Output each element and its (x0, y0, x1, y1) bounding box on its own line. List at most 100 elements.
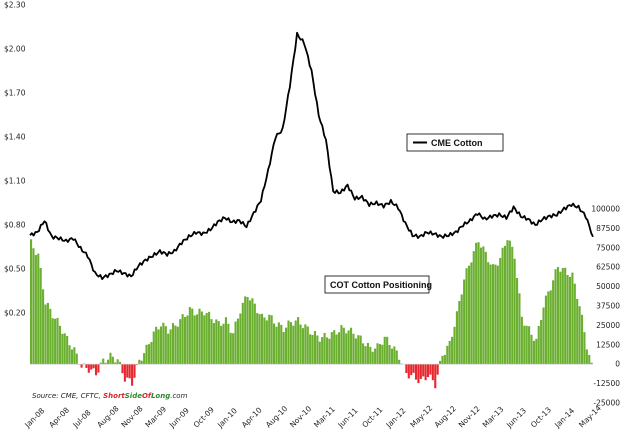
cot-bar (318, 341, 321, 365)
x-axis-tick-label: Oct-11 (360, 405, 384, 429)
cot-bar (357, 335, 360, 365)
cot-bar (455, 311, 458, 365)
x-axis-tick-label: Jan-14 (552, 406, 576, 430)
cot-bar (578, 306, 581, 365)
cot-bar (85, 364, 88, 368)
cot-bar (583, 332, 586, 365)
cot-bar (580, 314, 584, 365)
cot-bar (436, 364, 439, 375)
left-axis-tick-label: $2.00 (4, 45, 26, 54)
x-axis-tick-label: Mar-11 (312, 405, 337, 430)
cot-bar (475, 242, 478, 365)
cot-bar (58, 325, 61, 365)
cot-bar (463, 279, 466, 365)
cot-bar (337, 332, 341, 365)
cot-bar (220, 325, 223, 365)
x-axis-tick-label: Mar-09 (143, 405, 168, 430)
cot-bar (193, 315, 196, 365)
cot-bar (559, 271, 562, 365)
cot-bar (37, 253, 40, 365)
cot-bar (321, 337, 324, 365)
cot-bar (294, 320, 297, 365)
cot-bar (198, 308, 201, 365)
x-axis-tick-label: Mar-13 (481, 405, 506, 430)
cot-bar (528, 326, 531, 365)
cot-bar (73, 347, 76, 365)
cot-bar (63, 333, 66, 365)
cot-bar (131, 364, 134, 386)
cot-bar (268, 314, 271, 365)
cot-bar (164, 326, 167, 365)
cot-bar (167, 333, 170, 365)
cot-bar (588, 354, 591, 365)
cot-bar (590, 362, 593, 365)
cot-bar (152, 331, 155, 365)
cot-bar (227, 323, 230, 365)
cot-bar (61, 333, 64, 365)
cot-bar (232, 333, 235, 365)
cot-bar (376, 343, 379, 365)
cot-bar (439, 360, 442, 365)
x-axis-tick-label: May-12 (408, 403, 434, 429)
cot-bar (299, 324, 302, 365)
cot-bar (140, 360, 143, 365)
cot-bar (90, 364, 93, 370)
cot-bar (102, 358, 105, 365)
cot-bar (239, 313, 242, 365)
cot-bar (359, 335, 362, 365)
cot-bar (196, 314, 199, 365)
legend-cot-positioning-box (324, 275, 430, 294)
cot-bar (186, 315, 189, 365)
x-axis-tick-label: Jun-13 (504, 406, 528, 430)
source-brand-short: Short (103, 392, 125, 400)
x-axis-tick-label: Jun-11 (335, 406, 359, 430)
cot-bar (99, 362, 102, 365)
cot-bar (97, 364, 100, 373)
cot-bar (260, 313, 264, 365)
x-axis-tick-label: Oct-09 (192, 405, 216, 429)
cot-bar (446, 345, 449, 365)
cot-bar (573, 283, 576, 365)
x-axis-tick-label: Jan-08 (22, 406, 46, 430)
cot-bar (138, 359, 141, 365)
cot-bar (412, 364, 415, 373)
cot-bar (150, 342, 153, 365)
cot-bar (82, 363, 86, 365)
cot-bar (537, 326, 540, 365)
cot-bar (511, 246, 514, 365)
cot-bar (532, 340, 535, 365)
cot-bar (273, 323, 276, 365)
cot-bar (217, 321, 220, 365)
cot-bar (162, 322, 165, 365)
cot-bar (135, 364, 138, 365)
cot-bar (398, 359, 401, 365)
cot-bar (114, 362, 117, 365)
cot-bar (460, 294, 463, 365)
cot-bar (561, 267, 564, 365)
cot-bar (364, 346, 367, 365)
cot-bar (215, 319, 218, 365)
cot-bar (49, 308, 52, 365)
cot-bar (236, 318, 240, 365)
cot-bar (316, 335, 319, 365)
cot-bar (451, 336, 454, 365)
cot-bar (208, 311, 211, 365)
cot-bar (547, 291, 550, 365)
cot-bar (542, 307, 545, 365)
cot-bar (121, 364, 124, 374)
cot-bar (212, 323, 215, 365)
cot-bar (119, 361, 122, 365)
cot-bar (159, 326, 163, 365)
legend-cot-positioning-label: COT Cotton Positioning (330, 280, 432, 290)
cot-bar (494, 264, 497, 365)
cot-bar (501, 247, 504, 365)
cot-bar (289, 322, 292, 365)
cot-bar (116, 359, 119, 365)
cot-bar (340, 325, 343, 365)
left-axis-tick-label: $0.80 (4, 221, 26, 230)
cot-bar (467, 265, 470, 365)
x-axis-tick-label: Nov-12 (457, 404, 482, 429)
cot-bar (244, 296, 247, 365)
cot-bar (44, 304, 47, 365)
